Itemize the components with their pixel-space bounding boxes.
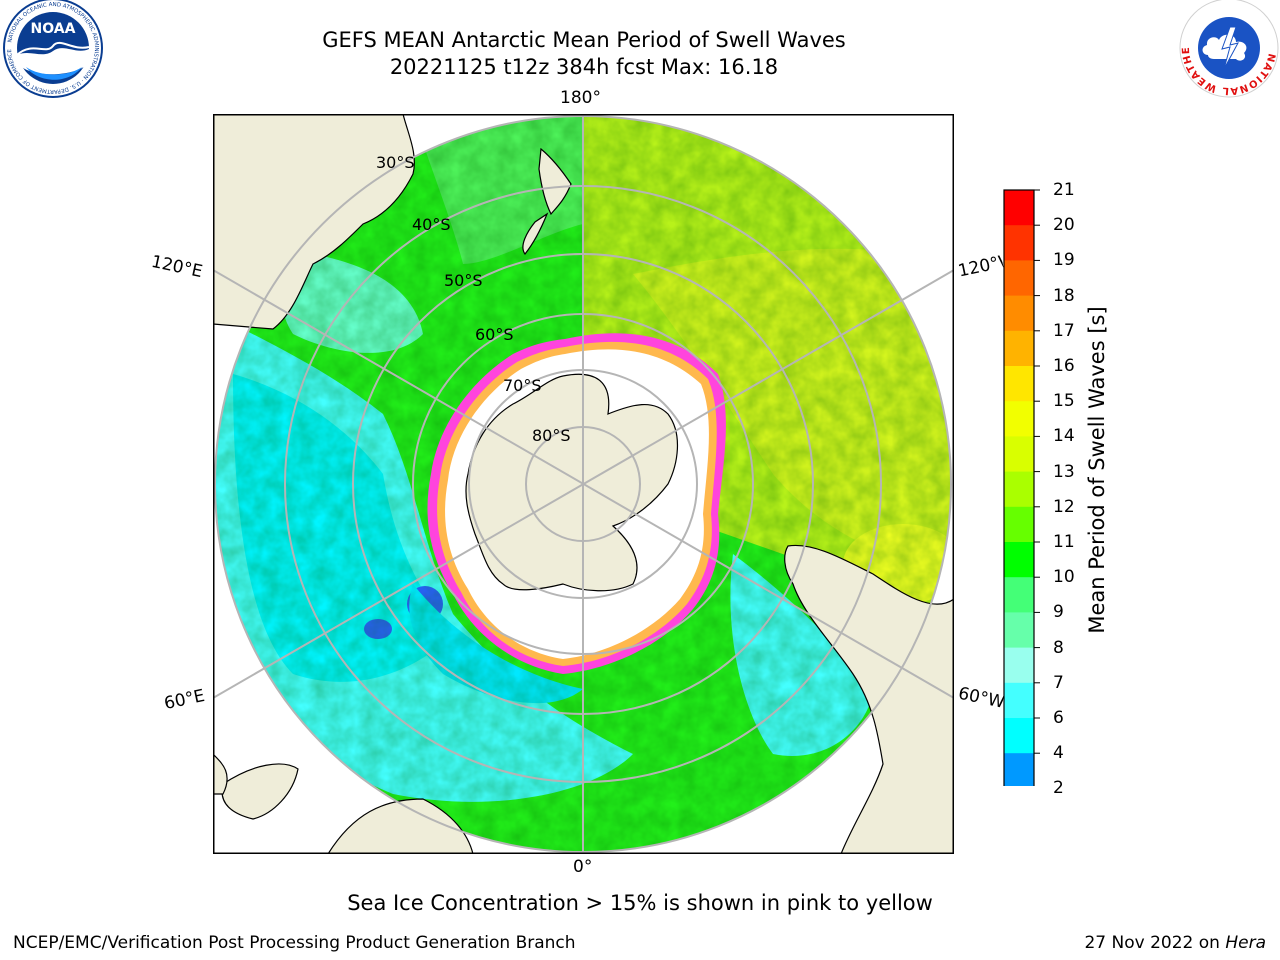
colorbar-bin	[1004, 436, 1034, 473]
colorbar-bin	[1004, 682, 1034, 719]
colorbar-bin	[1004, 260, 1034, 297]
colorbar-bin	[1004, 718, 1034, 754]
colorbar-bin	[1004, 542, 1034, 578]
graticule	[213, 114, 954, 854]
sea-ice-note: Sea Ice Concentration > 15% is shown in …	[347, 891, 933, 915]
colorbar-tick-label: 21	[1053, 180, 1075, 200]
colorbar-bin	[1004, 471, 1034, 508]
colorbar-tick-label: 12	[1053, 496, 1075, 517]
colorbar	[1003, 189, 1040, 786]
colorbar-bin	[1004, 366, 1034, 402]
colorbar-bin	[1004, 401, 1034, 437]
colorbar-tick-label: 17	[1053, 320, 1075, 341]
chart-title: GEFS MEAN Antarctic Mean Period of Swell…	[322, 28, 846, 52]
colorbar-tick-label: 18	[1053, 285, 1075, 306]
colorbar-tick-label: 8	[1053, 637, 1064, 658]
latitude-labels: 30°S 40°S 50°S 60°S 70°S 80°S	[376, 153, 571, 445]
colorbar-bin	[1004, 506, 1034, 543]
footer-credit: NCEP/EMC/Verification Post Processing Pr…	[13, 933, 576, 953]
polar-map: 30°S 40°S 50°S 60°S 70°S 80°S	[213, 114, 954, 854]
lon-label-120w: 120°W	[956, 252, 1005, 282]
lon-label-0: 0°	[573, 857, 593, 877]
colorbar-tick-label: 10	[1053, 567, 1075, 588]
colorbar-tick-label: 6	[1053, 708, 1064, 728]
lon-label-60e: 60°E	[162, 685, 207, 715]
lat-label-80s: 80°S	[532, 426, 571, 445]
colorbar-bin	[1004, 753, 1034, 786]
lat-label-70s: 70°S	[503, 376, 542, 395]
colorbar-bin	[1004, 647, 1034, 684]
colorbar-tick-label: 9	[1053, 602, 1064, 623]
lon-label-180: 180°	[560, 88, 601, 108]
colorbar-tick-label: 16	[1053, 356, 1075, 376]
colorbar-bin	[1004, 330, 1034, 367]
lat-label-50s: 50°S	[444, 271, 483, 290]
nws-logo: NATIONAL WEATHER SERVICE	[1178, 0, 1279, 98]
lat-label-30s: 30°S	[376, 153, 415, 172]
footer-date: 27 Nov 2022 on Hera	[1084, 933, 1266, 953]
colorbar-bin	[1004, 612, 1034, 649]
colorbar-tick-label: 19	[1053, 250, 1075, 271]
footer-host: Hera	[1225, 933, 1266, 953]
colorbar-tick-label: 11	[1053, 532, 1075, 552]
footer-date-text: 27 Nov 2022 on	[1084, 933, 1226, 953]
lon-label-60w: 60°W	[956, 683, 1005, 713]
colorbar-tick-label: 14	[1053, 426, 1075, 447]
colorbar-tick-label: 20	[1053, 215, 1075, 236]
colorbar-tick-label: 15	[1053, 391, 1075, 412]
lat-label-40s: 40°S	[412, 215, 451, 234]
svg-text:NOAA: NOAA	[31, 21, 76, 37]
colorbar-bin	[1004, 190, 1034, 226]
colorbar-tick-label: 2	[1053, 778, 1064, 799]
colorbar-tick-label: 7	[1053, 672, 1064, 693]
colorbar-tick-label: 13	[1053, 461, 1075, 482]
lon-label-120e: 120°E	[149, 251, 205, 283]
colorbar-bin	[1004, 577, 1034, 613]
land	[213, 114, 954, 854]
colorbar-tick-label: 4	[1053, 743, 1064, 764]
lat-label-60s: 60°S	[475, 325, 514, 344]
chart-subtitle: 20221125 t12z 384h fcst Max: 16.18	[389, 55, 779, 79]
colorbar-bin	[1004, 225, 1034, 261]
colorbar-label: Mean Period of Swell Waves [s]	[1085, 306, 1109, 634]
colorbar-bin	[1004, 295, 1034, 332]
noaa-logo: NOAA NATIONAL OCEANIC AND ATMOSPHERIC AD…	[3, 0, 103, 98]
